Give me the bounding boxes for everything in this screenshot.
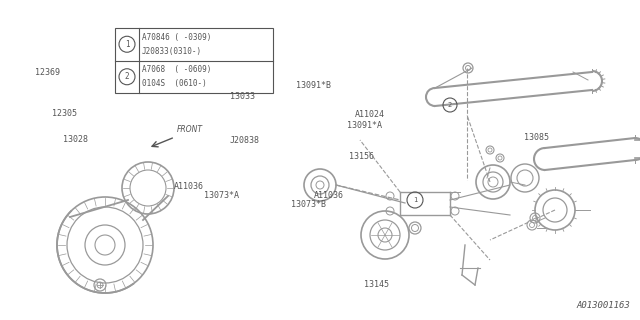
Text: 13028: 13028 [63, 135, 88, 144]
Text: 1: 1 [125, 40, 129, 49]
Text: 13073*B: 13073*B [291, 200, 326, 209]
Text: 1: 1 [413, 197, 417, 203]
Text: A013001163: A013001163 [576, 301, 630, 310]
Text: J20838: J20838 [229, 136, 259, 145]
Text: FRONT: FRONT [177, 125, 203, 134]
Bar [115, 28, 273, 93]
Text: 13073*A: 13073*A [204, 191, 239, 200]
Text: 13085: 13085 [524, 133, 548, 142]
Text: A11036: A11036 [314, 191, 344, 200]
Text: 2: 2 [448, 102, 452, 108]
Text: A7068  ( -0609): A7068 ( -0609) [142, 65, 211, 74]
Text: A70846 ( -0309): A70846 ( -0309) [142, 33, 211, 42]
Text: 13091*A: 13091*A [347, 121, 382, 130]
Text: A11024: A11024 [355, 110, 385, 119]
Text: 13091*B: 13091*B [296, 81, 331, 90]
Text: 2: 2 [125, 72, 129, 81]
Text: 0104S  (0610-): 0104S (0610-) [142, 79, 207, 88]
Text: 12369: 12369 [35, 68, 60, 77]
Text: 13156: 13156 [349, 152, 374, 161]
Text: 12305: 12305 [52, 109, 77, 118]
Text: A11036: A11036 [174, 182, 204, 191]
Text: J20833(0310-): J20833(0310-) [142, 47, 202, 56]
Text: 13033: 13033 [230, 92, 255, 101]
Text: 13145: 13145 [364, 280, 388, 289]
